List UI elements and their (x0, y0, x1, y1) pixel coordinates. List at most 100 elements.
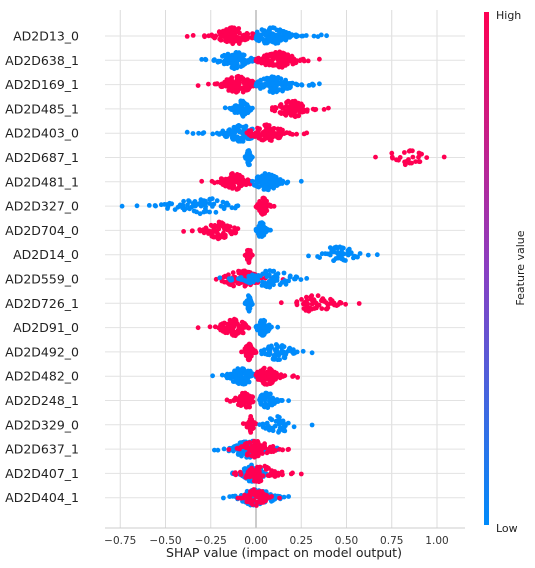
shap-point (238, 440, 244, 445)
shap-point (186, 198, 191, 204)
x-tick-label: −0.75 (104, 535, 136, 547)
shap-point (266, 202, 272, 208)
shap-point (298, 277, 304, 282)
shap-point (225, 132, 231, 138)
shap-point (243, 80, 249, 85)
shap-point (233, 470, 238, 475)
shap-point (175, 204, 181, 210)
shap-point (239, 86, 245, 91)
shap-point (301, 301, 306, 307)
shap-point (319, 306, 325, 311)
shap-point (270, 77, 275, 83)
shap-point (259, 444, 265, 449)
shap-point (270, 57, 275, 63)
shap-point (280, 350, 286, 356)
shap-point (282, 62, 288, 68)
shap-point (165, 203, 171, 209)
shap-point (303, 33, 309, 38)
shap-point (266, 373, 272, 379)
shap-point (226, 447, 232, 452)
shap-point (259, 231, 264, 236)
shap-point (410, 154, 416, 160)
shap-point (228, 282, 234, 287)
shap-point (207, 324, 213, 330)
shap-point (220, 128, 226, 134)
shap-point (221, 33, 227, 39)
shap-point (264, 122, 269, 128)
shap-point (260, 473, 266, 479)
shap-point (231, 184, 236, 190)
shap-point (240, 63, 246, 68)
feature-label: AD2D687_1 (5, 150, 79, 165)
shap-point (231, 125, 237, 130)
shap-point (239, 174, 245, 180)
shap-point (246, 354, 252, 360)
shap-point (223, 83, 229, 89)
shap-point (290, 374, 295, 379)
shap-point (286, 398, 291, 404)
shap-point (230, 136, 236, 142)
shap-point (274, 27, 280, 33)
shap-point (271, 357, 277, 362)
shap-point (250, 449, 256, 454)
shap-point (260, 36, 266, 42)
shap-point (341, 257, 347, 263)
shap-point (441, 154, 447, 160)
shap-point (214, 198, 220, 204)
shap-point (259, 220, 265, 226)
shap-point (230, 445, 236, 451)
feature-label: AD2D559_0 (5, 272, 79, 287)
shap-point (233, 89, 239, 95)
shap-point (248, 417, 254, 423)
shap-point (246, 499, 252, 505)
shap-point (277, 425, 283, 431)
shap-point (257, 494, 263, 500)
shap-point (293, 274, 299, 280)
shap-point (276, 181, 282, 187)
shap-point (281, 270, 287, 276)
shap-point (236, 123, 242, 128)
shap-point (258, 500, 264, 506)
shap-point (263, 208, 269, 214)
shap-point (269, 367, 274, 373)
shap-point (220, 324, 226, 330)
shap-point (220, 199, 226, 205)
shap-point (248, 423, 254, 429)
shap-point (264, 391, 270, 397)
x-tick-label: −0.50 (149, 535, 181, 547)
shap-point (255, 439, 261, 444)
shap-point (374, 252, 380, 258)
shap-point (233, 179, 238, 185)
feature-label: AD2D169_1 (5, 77, 79, 92)
shap-point (279, 398, 285, 403)
shap-point (240, 390, 245, 396)
shap-point (229, 56, 234, 62)
shap-point (259, 351, 265, 357)
shap-point (273, 376, 278, 382)
shap-point (202, 202, 208, 208)
shap-point (259, 372, 265, 378)
shap-point (210, 373, 216, 379)
shap-point (229, 75, 235, 81)
shap-point (261, 317, 267, 323)
shap-point (247, 440, 253, 445)
shap-point (292, 109, 298, 115)
shap-point (277, 495, 282, 501)
shap-point (223, 183, 229, 189)
shap-point (266, 282, 272, 288)
x-tick-label: 0.25 (290, 535, 313, 547)
shap-point (231, 398, 237, 403)
shap-point (199, 178, 205, 184)
x-tick-label: 0.50 (335, 535, 358, 547)
shap-point (241, 124, 246, 130)
shap-point (181, 207, 187, 213)
shap-point (252, 348, 258, 354)
shap-point (242, 321, 248, 326)
shap-point (244, 36, 250, 42)
shap-point (287, 130, 292, 136)
shap-point (285, 86, 290, 91)
shap-point (210, 33, 215, 39)
shap-point (260, 367, 266, 372)
shap-point (246, 276, 252, 281)
shap-point (389, 154, 395, 160)
